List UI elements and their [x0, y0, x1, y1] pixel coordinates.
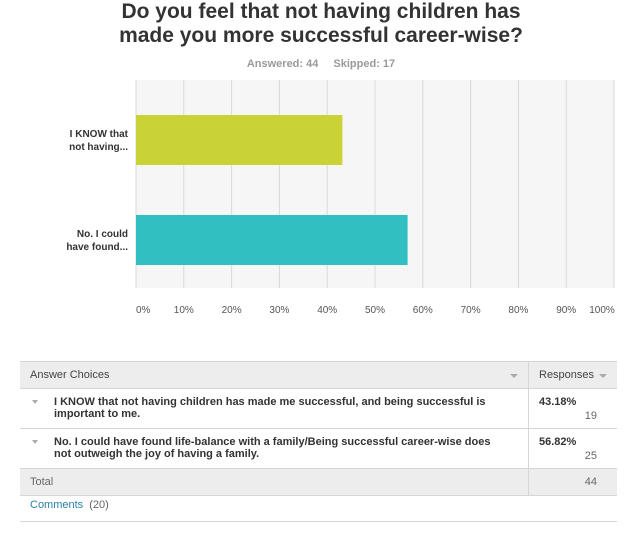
x-tick-label: 60%: [413, 305, 433, 316]
response-percent: 56.82%: [539, 436, 577, 448]
responses-header[interactable]: Responses: [529, 362, 618, 389]
answer-table: Answer Choices Responses I KNOW that not…: [20, 361, 617, 496]
response-percent: 43.18%: [539, 396, 577, 408]
chevron-down-icon[interactable]: [599, 374, 607, 378]
category-label: No. I could: [77, 229, 128, 240]
answered-count: Answered: 44: [246, 58, 319, 70]
total-row: Total 44: [20, 468, 617, 496]
answer-cell: No. I could have found life-balance with…: [20, 428, 529, 469]
table-row: I KNOW that not having children has made…: [20, 388, 617, 429]
question-title-line-2: made you more successful career-wise?: [119, 24, 523, 47]
divider: [20, 521, 617, 522]
response-cell: 43.18% 19: [528, 388, 617, 429]
total-value: 44: [528, 468, 617, 496]
comments-count: (20): [89, 499, 109, 511]
response-count: 19: [584, 410, 597, 422]
response-cell: 56.82% 25: [528, 428, 617, 469]
x-tick-label: 70%: [461, 305, 481, 316]
category-label: have found...: [66, 242, 128, 253]
bar-chart: I KNOW that not having... No. I could have …: [66, 80, 615, 316]
comments-link[interactable]: Comments: [30, 499, 84, 511]
answer-choices-header[interactable]: Answer Choices: [20, 361, 529, 389]
x-tick-label: 20%: [222, 305, 242, 316]
answer-text: No. I could have found life-balance with…: [54, 436, 491, 460]
answer-choices-header-label: Answer Choices: [30, 369, 110, 381]
expand-chevron-icon[interactable]: [32, 400, 38, 404]
expand-chevron-icon[interactable]: [32, 440, 38, 444]
x-tick-label: 0%: [136, 305, 151, 316]
total-label: Total: [20, 468, 529, 496]
table-row: No. I could have found life-balance with…: [20, 428, 617, 469]
x-tick-label: 30%: [269, 305, 289, 316]
response-count: 25: [584, 450, 597, 462]
x-tick-label: 40%: [317, 305, 337, 316]
bar: [136, 215, 408, 265]
table-header: Answer Choices Responses: [20, 361, 618, 389]
answer-text: I KNOW that not having children has made…: [54, 396, 486, 420]
x-tick-label: 80%: [508, 305, 528, 316]
x-tick-label: 100%: [589, 305, 615, 316]
comments-section: Comments (20): [30, 499, 109, 511]
x-tick-label: 50%: [365, 305, 385, 316]
response-stats: Answered: 44 Skipped: 17: [0, 58, 642, 70]
skipped-count: Skipped: 17: [333, 58, 396, 70]
x-tick-label: 10%: [174, 305, 194, 316]
question-title: Do you feel that not having children has…: [0, 0, 642, 48]
responses-header-label: Responses: [539, 369, 595, 381]
question-title-line-1: Do you feel that not having children has: [121, 0, 521, 23]
bar: [136, 115, 343, 165]
answer-cell: I KNOW that not having children has made…: [20, 388, 529, 429]
category-label: I KNOW that: [70, 129, 129, 140]
chevron-down-icon[interactable]: [510, 374, 518, 378]
category-label: not having...: [69, 142, 128, 153]
x-tick-label: 90%: [556, 305, 576, 316]
